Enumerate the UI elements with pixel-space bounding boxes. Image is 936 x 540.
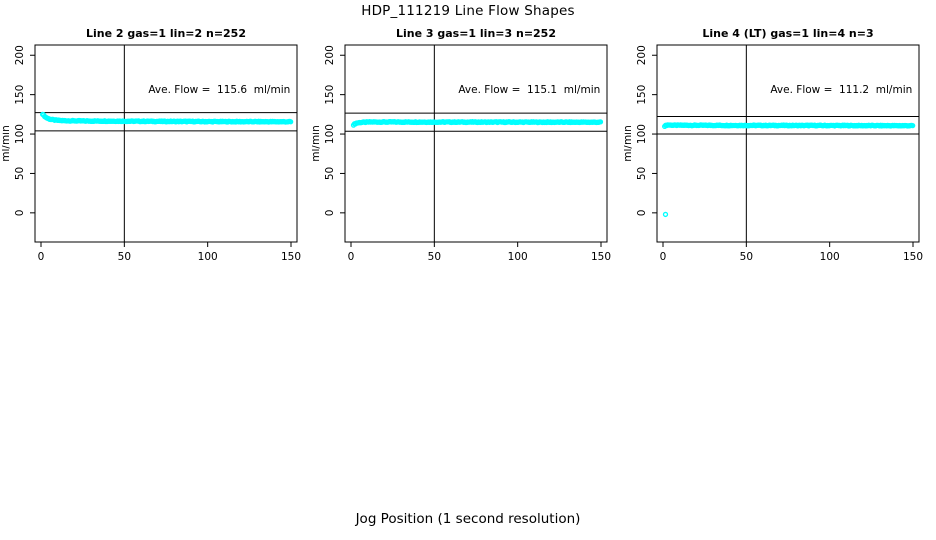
y-tick-label: 150 (324, 85, 336, 105)
x-tick-label: 50 (740, 251, 753, 263)
y-tick-label: 100 (636, 124, 648, 144)
panel-svg: Line 2 gas=1 lin=2 n=252 0 50 100 150 0 50 100 1… (0, 27, 301, 263)
y-tick-label: 150 (636, 85, 648, 105)
plot-box (344, 44, 608, 243)
chart-panel-2: Line 3 gas=1 lin=3 n=252 0 50 100 150 0 50 100 1… (310, 20, 612, 270)
x-tick-label: 150 (903, 251, 923, 263)
x-tick-label: 0 (38, 251, 45, 263)
y-tick-label: 100 (14, 124, 26, 144)
chart-panel-1: Line 2 gas=1 lin=2 n=252 0 50 100 150 0 50 100 1… (0, 20, 302, 270)
ave-flow-annotation: Ave. Flow = 115.6 ml/min (148, 84, 290, 96)
x-tick-label: 50 (428, 251, 441, 263)
plot-box (34, 44, 298, 243)
y-tick-label: 0 (636, 210, 648, 217)
panel-svg: Line 3 gas=1 lin=3 n=252 0 50 100 150 0 50 100 1… (310, 27, 611, 263)
x-tick-label: 150 (591, 251, 611, 263)
data-point (597, 119, 604, 125)
chart-panel-3: Line 4 (LT) gas=1 lin=4 n=3 0 50 100 150 0 50 1… (622, 20, 924, 270)
y-axis-unit-label: ml/min (312, 125, 322, 161)
main-title: HDP_111219 Line Flow Shapes (361, 3, 575, 19)
ave-flow-annotation: Ave. Flow = 115.1 ml/min (458, 84, 600, 96)
x-axis-label: Jog Position (1 second resolution) (355, 511, 581, 527)
plot-box (656, 44, 920, 243)
y-tick-label: 200 (636, 45, 648, 65)
x-tick-label: 0 (660, 251, 667, 263)
data-point (288, 119, 294, 125)
x-tick-label: 0 (348, 251, 355, 263)
y-tick-label: 0 (14, 210, 26, 217)
x-tick-label: 100 (820, 251, 840, 263)
y-tick-label: 0 (324, 210, 336, 217)
x-tick-label: 150 (281, 251, 301, 263)
y-axis-unit-label: ml/min (624, 125, 634, 161)
y-tick-label: 50 (14, 167, 26, 180)
y-tick-label: 150 (14, 85, 26, 105)
x-tick-label: 100 (508, 251, 528, 263)
panel-title: Line 4 (LT) gas=1 lin=4 n=3 (702, 27, 873, 40)
x-tick-label: 50 (118, 251, 131, 263)
x-tick-label: 100 (198, 251, 218, 263)
y-tick-label: 200 (324, 45, 336, 65)
panel-title: Line 3 gas=1 lin=3 n=252 (396, 27, 556, 40)
ave-flow-annotation: Ave. Flow = 111.2 ml/min (770, 84, 912, 96)
panel-title: Line 2 gas=1 lin=2 n=252 (86, 27, 246, 40)
y-axis-unit-label: ml/min (2, 125, 12, 161)
data-point (910, 123, 916, 129)
y-tick-label: 50 (636, 167, 648, 180)
y-tick-label: 100 (324, 124, 336, 144)
y-tick-label: 50 (324, 167, 336, 180)
panel-svg: Line 4 (LT) gas=1 lin=4 n=3 0 50 100 150 0 50 1… (622, 27, 923, 263)
y-tick-label: 200 (14, 45, 26, 65)
outlier-data-point (662, 211, 669, 218)
